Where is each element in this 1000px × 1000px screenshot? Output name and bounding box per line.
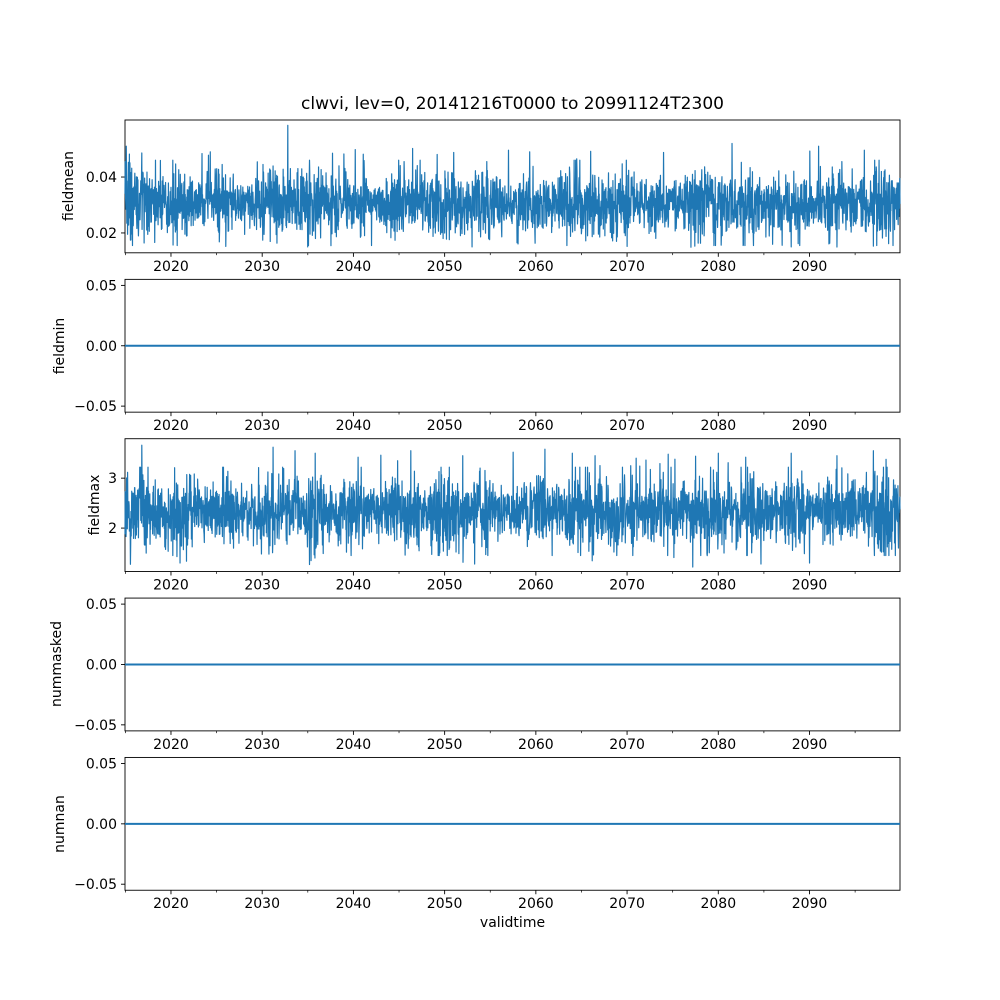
x-tick-label: 2080 — [700, 737, 736, 753]
series-line-fieldmax — [124, 444, 901, 568]
x-tick-label: 2030 — [244, 737, 280, 753]
x-tick-label: 2050 — [427, 896, 463, 912]
x-tick-label: 2090 — [792, 737, 828, 753]
x-tick-label: 2070 — [609, 578, 645, 594]
x-tick-label: 2060 — [518, 737, 554, 753]
x-tick-label: 2040 — [336, 896, 372, 912]
y-tick-label: −0.05 — [74, 399, 117, 415]
y-tick-label: 0.00 — [86, 817, 117, 833]
x-tick-label: 2070 — [609, 737, 645, 753]
x-tick-label: 2090 — [792, 896, 828, 912]
x-tick-label: 2020 — [153, 896, 189, 912]
y-tick-label: 0.00 — [86, 657, 117, 673]
y-axis-label-fieldmax: fieldmax — [87, 474, 103, 536]
x-tick-label: 2040 — [336, 418, 372, 434]
x-tick-label: 2040 — [336, 578, 372, 594]
x-tick-label: 2070 — [609, 259, 645, 275]
y-axis-label-numnan: numnan — [52, 794, 68, 853]
x-tick-label: 2050 — [427, 259, 463, 275]
x-tick-label: 2080 — [700, 578, 736, 594]
y-tick-label: −0.05 — [74, 718, 117, 734]
x-tick-label: 2080 — [700, 418, 736, 434]
x-tick-label: 2020 — [153, 578, 189, 594]
x-tick-label: 2030 — [244, 578, 280, 594]
y-axis-label-nummasked: nummasked — [49, 621, 65, 708]
x-tick-label: 2050 — [427, 578, 463, 594]
y-tick-label: 0.05 — [86, 597, 117, 613]
x-tick-label: 2030 — [244, 896, 280, 912]
y-tick-label: 0.05 — [86, 756, 117, 772]
x-tick-label: 2030 — [244, 259, 280, 275]
x-tick-label: 2020 — [153, 737, 189, 753]
y-tick-label: 0.05 — [86, 278, 117, 294]
chart-title: clwvi, lev=0, 20141216T0000 to 20991124T… — [301, 94, 724, 114]
y-tick-label: 2 — [108, 521, 117, 537]
y-axis-label-fieldmin: fieldmin — [52, 317, 68, 375]
y-tick-label: −0.05 — [74, 877, 117, 893]
x-tick-label: 2030 — [244, 418, 280, 434]
y-tick-label: 0.00 — [86, 339, 117, 355]
x-tick-label: 2070 — [609, 896, 645, 912]
x-tick-label: 2090 — [792, 578, 828, 594]
y-tick-label: 0.02 — [86, 226, 117, 242]
x-tick-label: 2060 — [518, 259, 554, 275]
x-axis-label: validtime — [479, 915, 546, 931]
x-tick-label: 2020 — [153, 259, 189, 275]
x-tick-label: 2060 — [518, 418, 554, 434]
y-tick-label: 3 — [108, 471, 117, 487]
y-axis-label-fieldmean: fieldmean — [61, 151, 77, 222]
y-tick-label: 0.04 — [86, 170, 117, 186]
x-tick-label: 2090 — [792, 259, 828, 275]
x-tick-label: 2060 — [518, 896, 554, 912]
x-tick-label: 2080 — [700, 259, 736, 275]
x-tick-label: 2040 — [336, 737, 372, 753]
x-tick-label: 2060 — [518, 578, 554, 594]
series-line-fieldmean — [124, 124, 901, 248]
x-tick-label: 2070 — [609, 418, 645, 434]
x-tick-label: 2020 — [153, 418, 189, 434]
x-tick-label: 2080 — [700, 896, 736, 912]
x-tick-label: 2090 — [792, 418, 828, 434]
x-tick-label: 2040 — [336, 259, 372, 275]
x-tick-label: 2050 — [427, 737, 463, 753]
x-tick-label: 2050 — [427, 418, 463, 434]
